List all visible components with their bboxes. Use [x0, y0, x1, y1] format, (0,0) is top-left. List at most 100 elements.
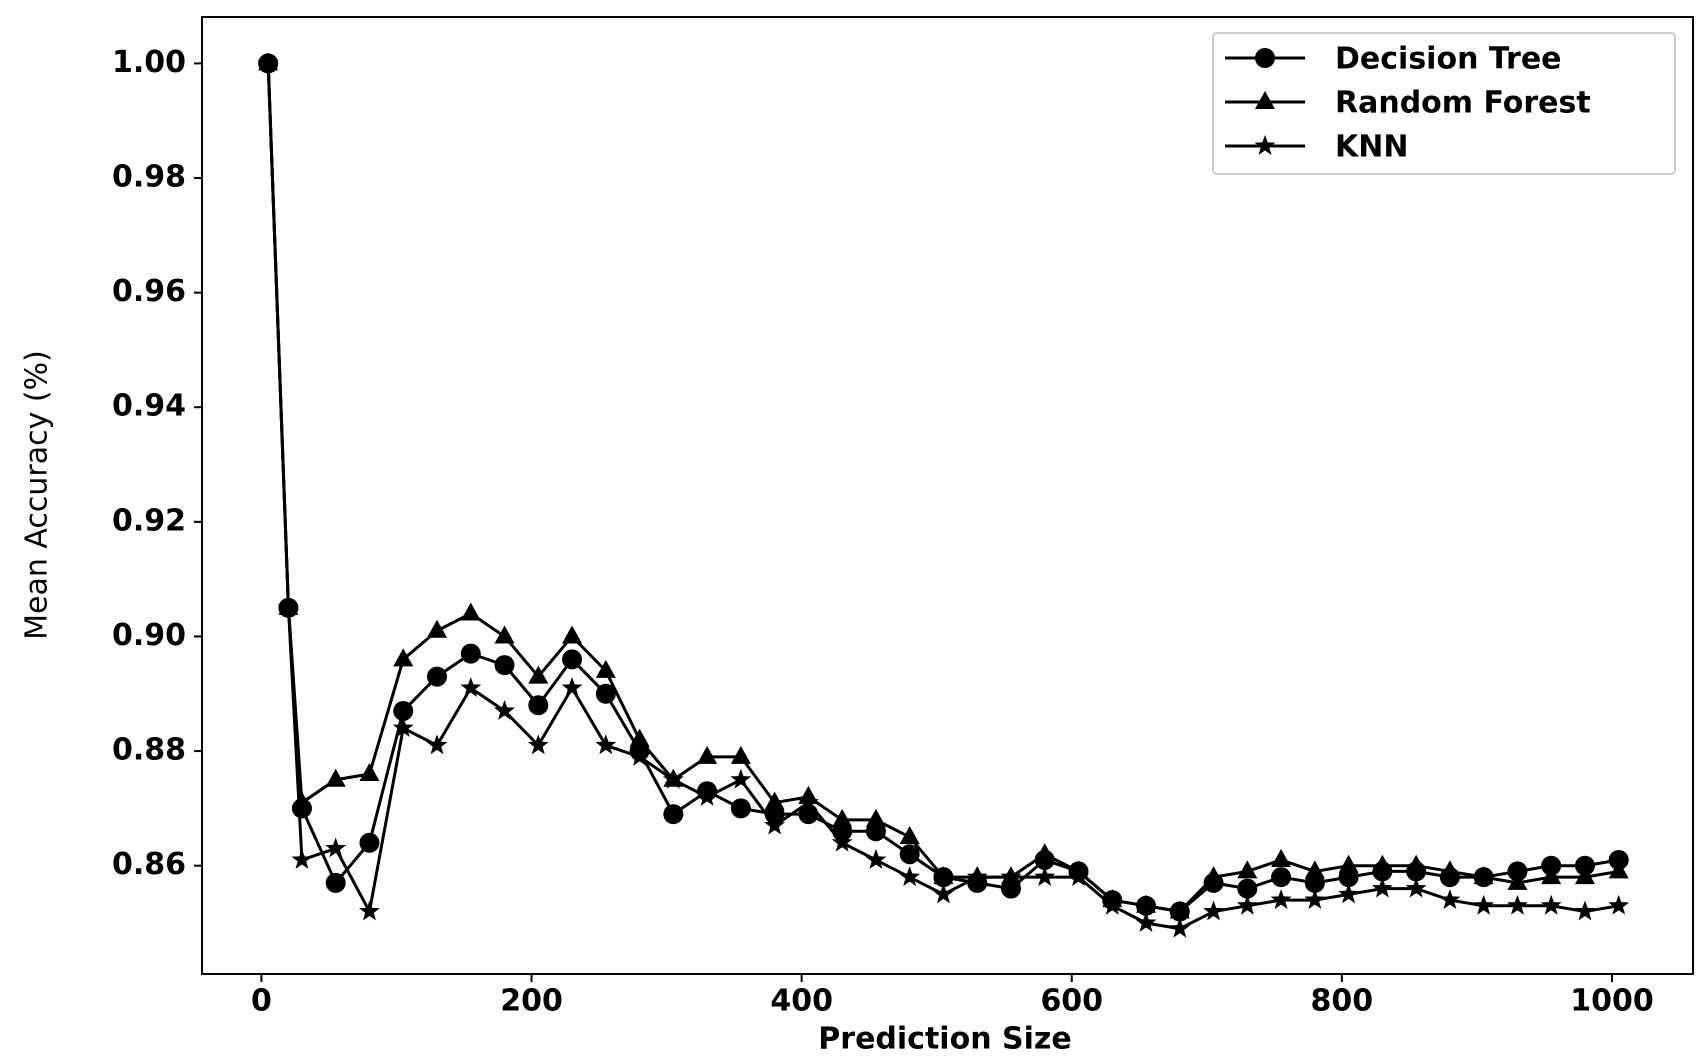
- x-tick-label: 400: [770, 984, 833, 1019]
- data-point: [426, 734, 448, 755]
- legend-label: Decision Tree: [1335, 42, 1562, 77]
- data-point: [595, 683, 616, 704]
- data-point: [527, 734, 549, 755]
- data-point: [562, 625, 583, 644]
- data-point: [325, 768, 346, 787]
- data-point: [392, 717, 414, 738]
- data-point: [1338, 854, 1359, 873]
- data-point: [1270, 889, 1292, 909]
- data-point: [1034, 866, 1056, 887]
- data-point: [359, 832, 380, 853]
- data-point: [865, 848, 887, 869]
- data-point: [899, 844, 920, 865]
- y-tick-label: 1.00: [112, 45, 186, 80]
- legend-marker: [1255, 48, 1275, 68]
- x-tick-label: 800: [1311, 984, 1374, 1019]
- y-tick-label: 0.98: [112, 160, 186, 195]
- y-tick-label: 0.92: [112, 503, 186, 538]
- data-point: [291, 848, 313, 869]
- data-point: [663, 804, 684, 825]
- data-point: [629, 745, 651, 766]
- data-point: [899, 866, 921, 887]
- data-point: [595, 659, 616, 678]
- series-line: [266, 63, 1619, 914]
- data-point: [561, 677, 583, 697]
- series-line: [266, 63, 1619, 914]
- data-point: [1372, 854, 1393, 873]
- x-axis-label: Prediction Size: [818, 1022, 1071, 1057]
- data-point: [730, 745, 751, 764]
- y-axis-label: Mean Accuracy (%): [20, 350, 55, 640]
- legend-label: Random Forest: [1335, 86, 1591, 121]
- legend: Decision Tree Random Forest KNN: [1212, 32, 1676, 175]
- data-point: [1540, 894, 1562, 915]
- data-point: [595, 734, 617, 755]
- data-point: [1405, 877, 1427, 898]
- legend-label: KNN: [1335, 130, 1408, 165]
- data-point: [1169, 900, 1190, 919]
- data-point: [1439, 860, 1460, 879]
- data-point: [325, 837, 347, 858]
- data-point: [764, 814, 786, 835]
- data-point: [1034, 843, 1055, 862]
- data-point: [1271, 867, 1292, 888]
- data-point: [528, 695, 549, 716]
- data-point: [832, 808, 853, 827]
- y-tick-label: 0.90: [112, 618, 186, 653]
- data-point: [1506, 894, 1528, 915]
- data-point: [1574, 855, 1595, 876]
- data-point: [1304, 860, 1325, 879]
- data-point: [1608, 860, 1629, 879]
- x-tick-label: 600: [1040, 984, 1103, 1019]
- series-line: [266, 63, 1619, 931]
- data-point: [460, 643, 481, 664]
- legend-marker: [1255, 91, 1275, 109]
- data-point: [1203, 900, 1225, 921]
- data-point: [393, 648, 414, 667]
- x-tick-label: 200: [500, 984, 563, 1019]
- data-point: [1541, 855, 1562, 876]
- y-tick-label: 0.94: [112, 389, 186, 424]
- x-tick-label: 0: [251, 984, 272, 1019]
- data-point: [494, 655, 515, 676]
- data-point: [528, 665, 549, 684]
- data-point: [1507, 861, 1528, 882]
- data-point: [494, 699, 515, 720]
- data-point: [1237, 878, 1258, 899]
- data-point: [1101, 894, 1123, 915]
- data-point: [1439, 889, 1461, 909]
- data-point: [1271, 848, 1292, 867]
- data-point: [277, 596, 299, 617]
- data-point: [1068, 866, 1089, 887]
- data-point: [966, 866, 988, 887]
- data-point: [629, 728, 650, 747]
- data-point: [697, 745, 718, 764]
- data-point: [562, 649, 583, 670]
- legend-frame: [1212, 32, 1676, 175]
- data-point: [696, 785, 718, 806]
- data-point: [1406, 854, 1427, 873]
- data-point: [933, 866, 954, 885]
- data-point: [257, 52, 279, 73]
- data-point: [325, 872, 346, 893]
- y-tick-label: 0.96: [112, 274, 186, 309]
- data-point: [460, 602, 481, 621]
- data-point: [1237, 860, 1258, 879]
- data-point: [1136, 894, 1157, 913]
- data-point: [1135, 911, 1157, 932]
- data-point: [291, 791, 312, 810]
- data-point: [764, 791, 785, 810]
- data-point: [1574, 866, 1595, 885]
- plot-frame: [201, 16, 1694, 975]
- data-point: [865, 808, 886, 827]
- data-point: [831, 831, 853, 852]
- data-point: [426, 619, 447, 638]
- data-point: [899, 826, 920, 845]
- data-point: [1507, 871, 1528, 890]
- y-tick-label: 0.88: [112, 733, 186, 768]
- data-point: [494, 625, 515, 644]
- data-point: [1304, 889, 1326, 909]
- data-point: [662, 768, 684, 789]
- data-point: [359, 900, 380, 921]
